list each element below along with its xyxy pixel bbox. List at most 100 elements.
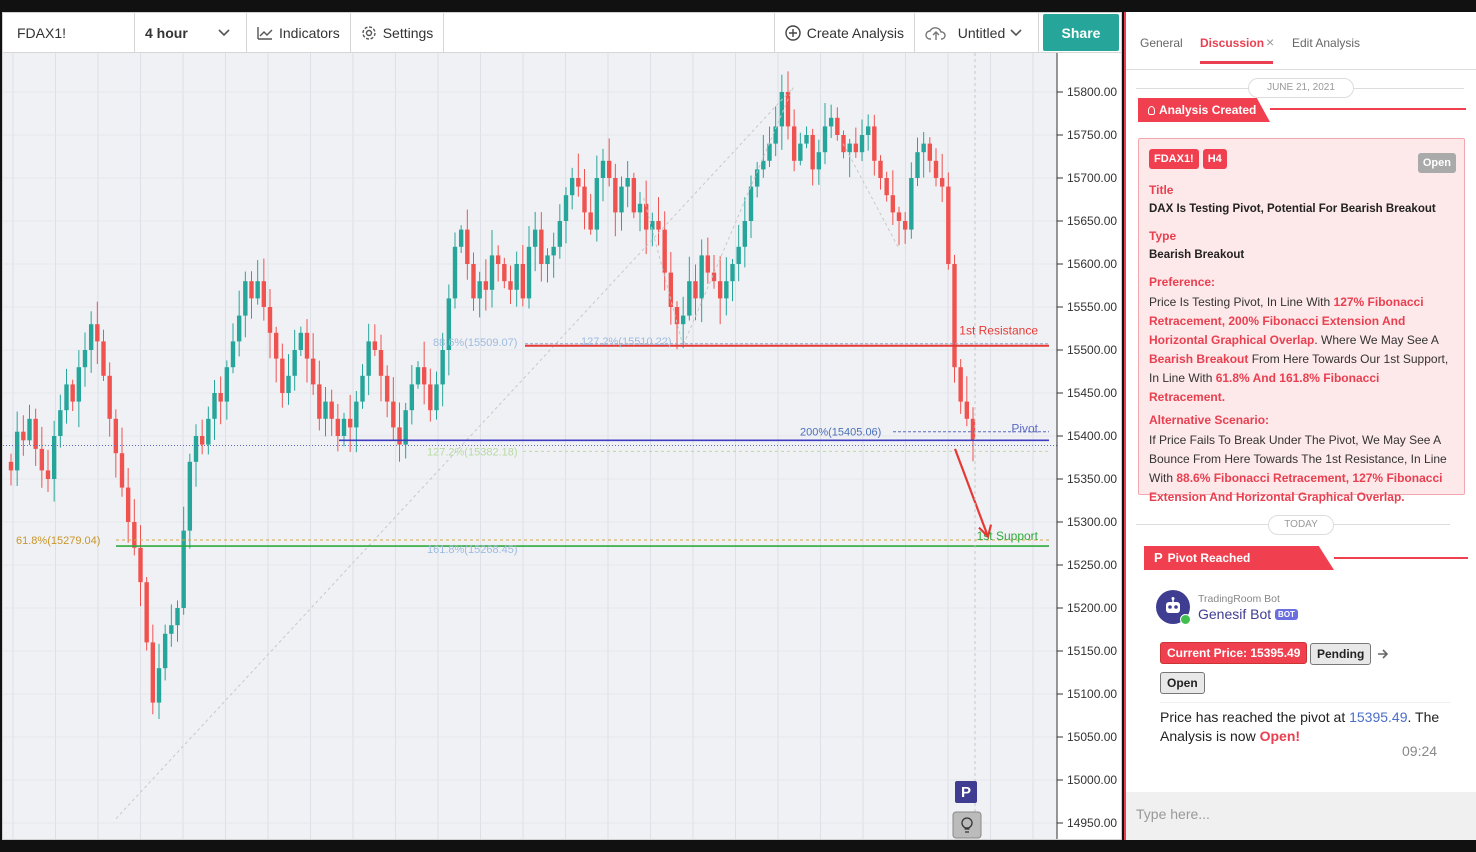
fib-label: 88.6%(15509.07) xyxy=(433,337,517,349)
candle xyxy=(668,251,674,325)
price-chart[interactable]: 1st Resistance Pivot 1st Support 88.6%(1550… xyxy=(3,53,1122,840)
fib-label: 127.2%(15510.22) xyxy=(581,336,672,348)
candle-body xyxy=(88,324,94,350)
candle xyxy=(304,319,310,383)
candle-body xyxy=(717,281,723,299)
candle xyxy=(514,251,519,307)
candle-body xyxy=(403,410,408,445)
candle-body xyxy=(224,367,230,402)
candle-body xyxy=(181,530,186,608)
alternative-label: Alternative Scenario: xyxy=(1149,413,1270,427)
candle xyxy=(569,167,575,210)
candle xyxy=(878,155,883,190)
candle-body xyxy=(643,203,649,230)
layout-dropdown[interactable]: Untitled xyxy=(915,13,1039,52)
candle xyxy=(520,245,526,307)
message-input[interactable] xyxy=(1136,800,1466,828)
candle xyxy=(193,424,199,487)
candle-body xyxy=(138,547,143,583)
candle xyxy=(495,245,501,282)
chevron-down-icon xyxy=(218,28,230,36)
candle xyxy=(465,209,470,280)
avatar[interactable] xyxy=(1156,590,1191,625)
create-analysis-label: Create Analysis xyxy=(806,24,904,41)
candle-body xyxy=(613,178,618,213)
candle xyxy=(662,211,667,291)
candle xyxy=(273,326,279,383)
candle-body xyxy=(218,393,223,402)
candle-body xyxy=(514,264,519,290)
gear-icon xyxy=(362,25,376,40)
plus-circle-icon xyxy=(785,24,801,41)
interval-dropdown[interactable]: 4 hour xyxy=(135,13,247,52)
candle-body xyxy=(384,375,390,402)
candle-body xyxy=(859,135,865,153)
candle xyxy=(933,148,939,187)
pivot-label: Pivot xyxy=(1011,421,1038,435)
create-analysis-button[interactable]: Create Analysis xyxy=(775,13,915,52)
candles xyxy=(8,71,976,720)
candle xyxy=(952,254,957,383)
candle-body xyxy=(557,221,563,247)
candle-body xyxy=(693,281,698,299)
candle-body xyxy=(970,418,976,441)
candle xyxy=(169,604,174,647)
settings-button[interactable]: Settings xyxy=(351,13,445,52)
candle xyxy=(791,109,797,172)
candle-body xyxy=(754,169,760,187)
tab-edit-analysis[interactable]: Edit Analysis xyxy=(1292,36,1361,50)
indicators-button[interactable]: Indicators xyxy=(247,13,351,52)
y-tick-label: 15800.00 xyxy=(1067,85,1117,99)
candle-body xyxy=(27,418,32,441)
candle xyxy=(489,230,495,308)
candle-body xyxy=(169,625,174,634)
candle xyxy=(138,525,143,607)
y-tick-label: 15150.00 xyxy=(1067,644,1117,658)
candle-body xyxy=(150,642,156,703)
candle-body xyxy=(532,229,538,247)
candle-body xyxy=(767,143,772,161)
candle xyxy=(14,411,20,486)
candle-body xyxy=(668,272,674,307)
robot-icon xyxy=(1166,597,1180,613)
candle-body xyxy=(132,522,137,548)
tab-general[interactable]: General xyxy=(1140,36,1183,50)
candle xyxy=(958,359,963,414)
candle-body xyxy=(8,461,14,471)
share-button[interactable]: Share xyxy=(1043,14,1119,51)
fib-label: 200%(15405.06) xyxy=(800,427,881,439)
candle-body xyxy=(329,401,334,419)
candle xyxy=(249,271,254,319)
candle xyxy=(613,163,618,237)
candle-body xyxy=(520,264,526,299)
candle-body xyxy=(865,126,871,135)
candle xyxy=(798,132,803,166)
candle xyxy=(724,257,729,316)
candle xyxy=(354,390,359,453)
open-status: Open xyxy=(1160,672,1205,694)
candle-body xyxy=(255,281,260,299)
candle-body xyxy=(569,178,575,196)
candle xyxy=(816,139,822,185)
price-axis[interactable] xyxy=(1057,53,1122,840)
close-tab-icon[interactable]: × xyxy=(1266,34,1275,50)
candle-body xyxy=(576,178,581,187)
candle-body xyxy=(477,281,482,299)
candle xyxy=(606,138,612,187)
candle xyxy=(970,407,976,462)
fib-trendline xyxy=(115,87,794,820)
discussion-panel: General Discussion × Edit Analysis JUNE … xyxy=(1124,12,1476,840)
candle-body xyxy=(804,135,809,144)
y-tick-label: 15600.00 xyxy=(1067,257,1117,271)
candle xyxy=(909,162,914,239)
symbol-search[interactable]: FDAX1! xyxy=(3,13,135,52)
analysis-marker[interactable] xyxy=(952,811,982,839)
today-pill: TODAY xyxy=(1268,515,1334,535)
candle xyxy=(557,204,563,259)
pivot-marker[interactable]: P xyxy=(955,781,977,803)
tab-discussion[interactable]: Discussion xyxy=(1200,36,1265,50)
layout-name: Untitled xyxy=(957,24,1006,41)
candle-body xyxy=(415,367,421,385)
candle xyxy=(21,415,26,456)
candle xyxy=(582,169,587,230)
